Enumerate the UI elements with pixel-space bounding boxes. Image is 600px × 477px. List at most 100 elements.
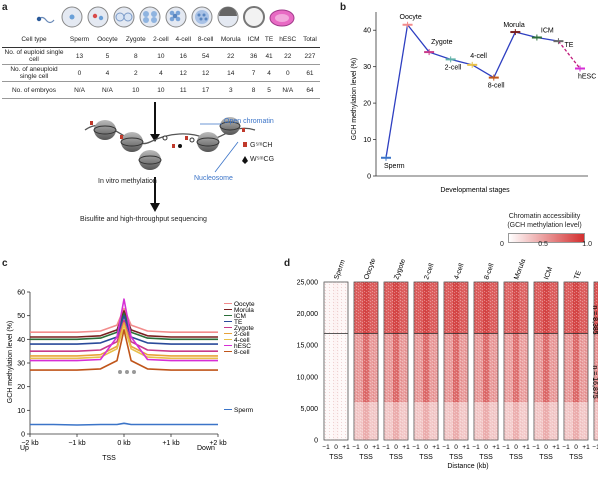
nucleosome-pointer [214,141,239,173]
heatmap-texture [594,282,598,440]
series-line [30,298,218,362]
table-cell: N/A [66,81,93,99]
table-cell: 10 [121,81,150,99]
column-sub-label: TSS [359,454,373,461]
heatmap-column-border [503,281,529,441]
x-sub-left: Up [20,445,29,452]
annotation-dot-icon [118,370,122,374]
heatmap-texture [354,282,378,440]
table-cell: 5 [262,81,276,99]
table-cell: 10 [149,81,173,99]
heatmap-columns: Sperm −1 0 +1 TSS Oocyte −1 0 +1 TSS Zygote −1 0 +1 TS… [322,257,598,461]
table-cell: N/A [92,81,122,99]
in-vitro-label: In vitro methylation [98,178,157,185]
point-label: Sperm [384,163,405,170]
heatmap-column-border [563,281,589,441]
legend-label: 4-cell [234,337,250,344]
y-tick-label: 40 [17,337,25,344]
column-header: TE [262,31,276,48]
column-label: Zygote [393,258,407,281]
table-cell: 16 [172,47,195,65]
nucleosome-icon [138,150,162,170]
table-cell: 5 [92,47,122,65]
column-tick-label: −1 [502,444,510,451]
series-line [30,310,218,338]
column-tick-label: −1 [382,444,390,451]
table-cell: 8 [244,81,263,99]
y-tick-label: 10 [363,137,371,144]
legend-label: TE [234,319,243,326]
y-tick-label: 10 [17,408,25,415]
table-cell: 8 [121,47,150,65]
column-header: 4-cell [172,31,195,48]
table-cell: 17 [194,81,217,99]
series-line [30,322,218,357]
column-tick-label: 0 [454,444,458,451]
column-tick-label: 0 [514,444,518,451]
column-tick-label: 0 [544,444,548,451]
table-header-row: Cell type Sperm Oocyte Zygote 2-cell 4-c… [2,31,320,48]
two-cell-icon [113,6,135,28]
row-label: No. of embryos [2,81,66,99]
methylation-stage-chart: 0 10 20 30 40 Sperm Oocyte Zygote 2-cell 4-cell 8… [351,12,596,194]
heatmap-axes: 25,000 20,000 15,000 10,000 5,000 0 [297,280,319,445]
oocyte-icon [61,6,83,28]
column-tick-label: −1 [532,444,540,451]
heatmap-texture [474,282,498,440]
column-sub-label: TSS [479,454,493,461]
nucleosome-icon [219,117,241,135]
table-cell: N/A [275,81,300,99]
series-line [30,312,218,341]
cell-stage-icons [36,6,295,28]
heatmap-low-band [414,402,438,440]
column-tick-label: +1 [462,444,470,451]
cg-mark-icon [178,144,182,148]
table-cell: 13 [66,47,93,65]
legend-wcg-label: W⁵ᵐCG [250,156,275,163]
table-cell: 10 [149,47,173,65]
column-sub-label: TSS [419,454,433,461]
table-cell: 61 [299,64,320,82]
x-tick-label: +2 kb [209,440,226,447]
x-axis-label: Developmental stages [440,187,510,194]
column-tick-label: −1 [352,444,360,451]
legend-label: Oocyte [234,301,255,308]
x-axis-label: TSS [102,455,116,462]
column-tick-label: −1 [412,444,420,451]
nucleosome-icon [120,132,144,152]
icm-icon [217,6,239,28]
column-tick-label: −1 [442,444,450,451]
column-tick-label: +1 [342,444,350,451]
sequencing-label: Bisulfite and high-throughput sequencing [80,216,207,223]
column-tick-label: −1 [322,444,330,451]
point-label: TE [564,42,573,49]
legend-label: Sperm [234,407,253,414]
column-tick-label: +1 [372,444,380,451]
table-cell: 14 [216,64,245,82]
heatmap-column-border [473,281,499,441]
heatmap-low-band [384,402,408,440]
heatmap-texture [504,282,528,440]
heatmap-texture [384,282,408,440]
chart-axes: 0 10 20 30 40 50 60 −2 kb −1 kb 0 kb +1 kb +2 kb [17,290,227,448]
nucleosome-label: Nucleosome [194,175,233,182]
heatmap-column-border [413,281,439,441]
table-cell: 41 [262,47,276,65]
column-label: ICM [543,266,554,281]
point-label: 8-cell [488,83,505,90]
column-sub-label: TSS [389,454,403,461]
column-tick-label: 0 [394,444,398,451]
accessibility-heatmap: 25,000 20,000 15,000 10,000 5,000 0 Sperm −1 0 +… [297,257,598,470]
series-line [30,324,218,360]
open-chromatin-label: Open chromatin [224,118,274,125]
point-label: Oocyte [400,14,422,21]
heatmap-low-band [594,402,598,440]
cg-mark-icon [162,135,168,141]
chart-points: Sperm Oocyte Zygote 2-cell 4-cell 8-cell Morul… [381,14,596,170]
table-cell: 12 [194,64,217,82]
y-tick-label: 10,000 [297,374,319,381]
legend-label: Morula [234,307,254,314]
legend-gch-label: G⁵ᵐCH [250,142,273,149]
legend-label: 2-cell [234,331,250,338]
column-header: Total [299,31,320,48]
